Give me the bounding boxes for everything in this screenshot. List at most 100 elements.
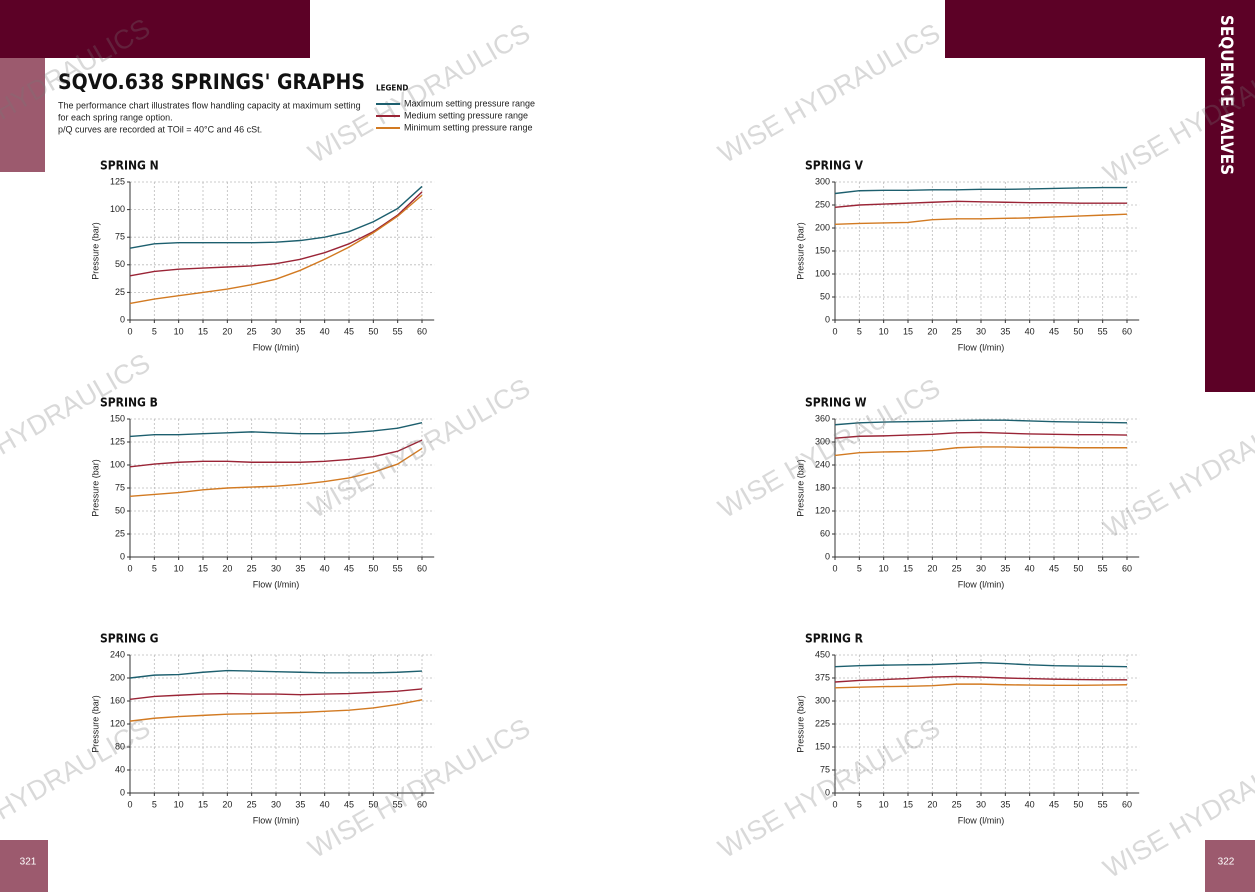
x-tick-label: 60 <box>417 326 427 336</box>
watermark: WISE HYDRAULICS <box>0 348 155 499</box>
x-tick-label: 5 <box>152 799 157 809</box>
x-axis-label: Flow (l/min) <box>253 579 300 589</box>
page-number-box <box>0 840 48 892</box>
series-line <box>129 447 423 497</box>
y-tick-label: 360 <box>815 413 830 423</box>
x-tick-label: 5 <box>857 799 862 809</box>
y-tick-label: 150 <box>815 741 830 751</box>
x-tick-label: 20 <box>222 799 232 809</box>
y-tick-label: 150 <box>110 413 125 423</box>
y-axis-label: Pressure (bar) <box>90 222 100 280</box>
x-tick-label: 25 <box>952 563 962 573</box>
x-tick-label: 35 <box>1000 326 1010 336</box>
x-tick-label: 50 <box>368 799 378 809</box>
side-block <box>0 58 45 172</box>
x-tick-label: 15 <box>198 799 208 809</box>
y-tick-label: 240 <box>110 649 125 659</box>
x-axis-label: Flow (l/min) <box>958 579 1005 589</box>
watermark: WISE HYDRAULICS <box>713 18 945 169</box>
series-line <box>834 200 1127 208</box>
y-tick-label: 50 <box>115 505 125 515</box>
y-axis-label: Pressure (bar) <box>795 695 805 753</box>
x-tick-label: 0 <box>832 799 837 809</box>
y-tick-label: 240 <box>815 459 830 469</box>
x-tick-label: 35 <box>1000 799 1010 809</box>
x-tick-label: 5 <box>152 563 157 573</box>
x-tick-label: 50 <box>1073 799 1083 809</box>
x-axis-label: Flow (l/min) <box>958 815 1005 825</box>
x-tick-label: 20 <box>222 326 232 336</box>
x-tick-label: 10 <box>879 799 889 809</box>
x-tick-label: 0 <box>127 799 132 809</box>
y-tick-label: 225 <box>815 718 830 728</box>
x-tick-label: 15 <box>198 326 208 336</box>
series-line <box>129 699 423 722</box>
page-number: 322 <box>1218 857 1235 868</box>
x-tick-label: 20 <box>927 563 937 573</box>
y-tick-label: 75 <box>115 482 125 492</box>
y-axis-label: Pressure (bar) <box>90 695 100 753</box>
x-tick-label: 10 <box>879 326 889 336</box>
x-tick-label: 50 <box>1073 563 1083 573</box>
y-tick-label: 200 <box>815 222 830 232</box>
x-tick-label: 30 <box>271 799 281 809</box>
y-tick-label: 250 <box>815 199 830 209</box>
y-tick-label: 0 <box>120 551 125 561</box>
x-tick-label: 0 <box>127 326 132 336</box>
header-bar <box>945 0 1205 58</box>
x-tick-label: 40 <box>320 326 330 336</box>
y-tick-label: 125 <box>110 436 125 446</box>
x-tick-label: 40 <box>1025 326 1035 336</box>
y-tick-label: 160 <box>110 695 125 705</box>
chart-title: SPRING W <box>805 396 867 410</box>
y-tick-label: 300 <box>815 695 830 705</box>
series-line <box>834 186 1127 195</box>
description: The performance chart illustrates flow h… <box>58 100 361 110</box>
y-tick-label: 200 <box>110 672 125 682</box>
x-tick-label: 40 <box>1025 799 1035 809</box>
x-tick-label: 30 <box>271 326 281 336</box>
series-line <box>834 419 1128 426</box>
y-tick-label: 150 <box>815 245 830 255</box>
page-number-box <box>1205 840 1255 892</box>
x-tick-label: 45 <box>1049 326 1059 336</box>
y-tick-label: 100 <box>110 204 125 214</box>
page-number: 321 <box>20 857 37 868</box>
x-tick-label: 40 <box>320 799 330 809</box>
y-tick-label: 75 <box>820 764 830 774</box>
series-line <box>834 683 1128 689</box>
x-tick-label: 60 <box>1122 326 1132 336</box>
x-tick-label: 25 <box>247 326 257 336</box>
x-tick-label: 20 <box>927 799 937 809</box>
x-tick-label: 15 <box>903 799 913 809</box>
x-tick-label: 45 <box>344 326 354 336</box>
x-tick-label: 10 <box>174 799 184 809</box>
series-line <box>129 669 423 679</box>
y-tick-label: 300 <box>815 176 830 186</box>
y-tick-label: 25 <box>115 287 125 297</box>
series-line <box>129 421 423 438</box>
chart-title: SPRING G <box>100 632 159 646</box>
x-axis-label: Flow (l/min) <box>253 815 300 825</box>
x-tick-label: 50 <box>368 326 378 336</box>
description: p/Q curves are recorded at TOil = 40°C a… <box>58 124 262 134</box>
x-tick-label: 50 <box>1073 326 1083 336</box>
chart-title: SPRING N <box>100 159 159 173</box>
y-tick-label: 375 <box>815 672 830 682</box>
x-tick-label: 55 <box>393 326 403 336</box>
y-tick-label: 0 <box>825 314 830 324</box>
watermarks: WISE HYDRAULICS WISE HYDRAULICS WISE HYDRA… <box>0 13 1255 884</box>
x-tick-label: 50 <box>368 563 378 573</box>
y-tick-label: 180 <box>815 482 830 492</box>
y-tick-label: 25 <box>115 528 125 538</box>
y-tick-label: 0 <box>825 551 830 561</box>
x-tick-label: 25 <box>247 563 257 573</box>
x-tick-label: 45 <box>1049 799 1059 809</box>
legend-label: Medium setting pressure range <box>404 110 528 120</box>
x-tick-label: 45 <box>1049 563 1059 573</box>
y-tick-label: 80 <box>115 741 125 751</box>
y-tick-label: 450 <box>815 649 830 659</box>
